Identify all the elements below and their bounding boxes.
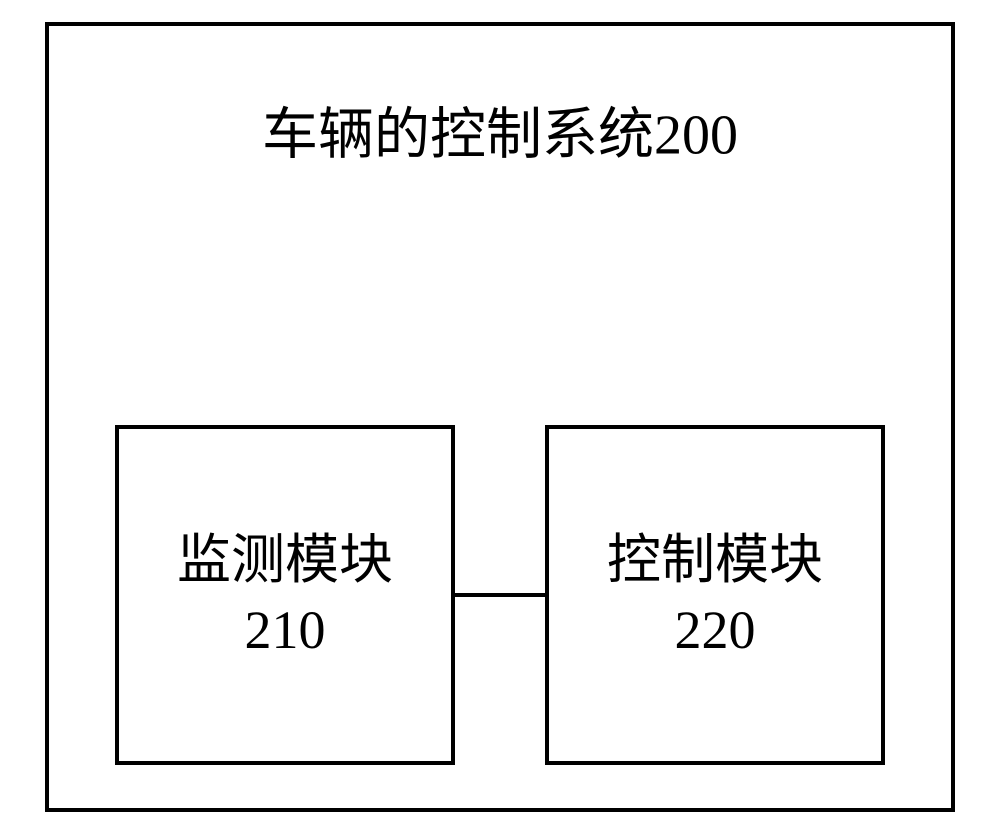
control-module-label-line2: 220	[675, 595, 756, 665]
monitoring-module-label-line1: 监测模块	[177, 525, 393, 595]
control-module-label-line1: 控制模块	[607, 525, 823, 595]
control-module: 控制模块 220	[545, 425, 885, 765]
monitoring-module-label-line2: 210	[245, 595, 326, 665]
system-title: 车辆的控制系统200	[262, 90, 738, 171]
connector-monitoring-control	[455, 593, 545, 597]
monitoring-module: 监测模块 210	[115, 425, 455, 765]
